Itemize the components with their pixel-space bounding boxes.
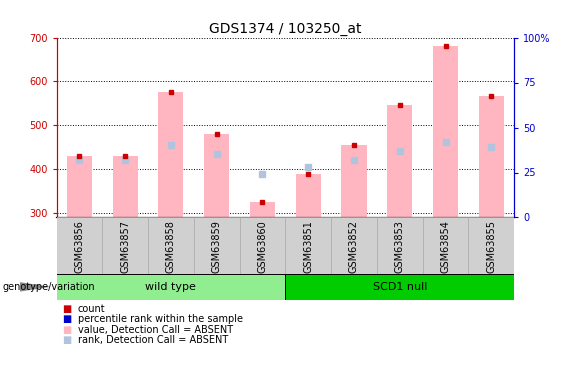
Text: value, Detection Call = ABSENT: value, Detection Call = ABSENT	[78, 325, 233, 334]
Text: wild type: wild type	[145, 282, 197, 292]
Bar	[387, 105, 412, 218]
Text: GSM63854: GSM63854	[441, 220, 450, 273]
Bar	[194, 217, 240, 274]
Polygon shape	[20, 282, 51, 292]
Text: GSM63853: GSM63853	[395, 220, 405, 273]
Bar	[250, 202, 275, 217]
Text: percentile rank within the sample: percentile rank within the sample	[78, 314, 243, 324]
Text: GSM63852: GSM63852	[349, 220, 359, 273]
Bar	[479, 96, 504, 218]
Bar	[240, 217, 285, 274]
Text: count: count	[78, 304, 106, 313]
Bar	[158, 92, 184, 218]
Text: SCD1 null: SCD1 null	[372, 282, 427, 292]
Text: rank, Detection Call = ABSENT: rank, Detection Call = ABSENT	[78, 335, 228, 345]
Text: ■: ■	[62, 314, 71, 324]
Text: GSM63859: GSM63859	[212, 220, 221, 273]
Bar	[56, 217, 102, 274]
Bar	[377, 217, 423, 274]
Text: ■: ■	[62, 335, 71, 345]
Bar	[423, 217, 468, 274]
Bar	[148, 217, 194, 274]
Bar	[341, 145, 367, 218]
Text: GSM63856: GSM63856	[75, 220, 84, 273]
Title: GDS1374 / 103250_at: GDS1374 / 103250_at	[209, 22, 362, 36]
Bar	[102, 217, 148, 274]
Bar	[204, 134, 229, 218]
Bar	[468, 217, 514, 274]
Text: GSM63857: GSM63857	[120, 220, 130, 273]
Bar	[56, 274, 285, 300]
Text: genotype/variation: genotype/variation	[3, 282, 95, 292]
Bar	[285, 217, 331, 274]
Bar	[295, 174, 321, 217]
Bar	[285, 274, 514, 300]
Text: ■: ■	[62, 304, 71, 313]
Text: GSM63851: GSM63851	[303, 220, 313, 273]
Text: ■: ■	[62, 325, 71, 334]
Bar	[112, 156, 138, 218]
Text: GSM63855: GSM63855	[486, 220, 496, 273]
Text: GSM63860: GSM63860	[258, 220, 267, 273]
Bar	[67, 156, 92, 218]
Bar	[433, 46, 458, 217]
Bar	[331, 217, 377, 274]
Text: GSM63858: GSM63858	[166, 220, 176, 273]
